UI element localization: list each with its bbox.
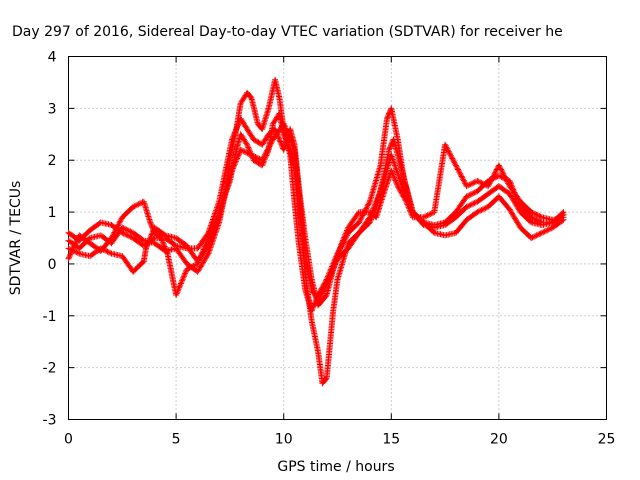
series-trace-b	[65, 110, 567, 387]
plus-markers	[65, 76, 567, 314]
y-tick-label: 3	[48, 101, 57, 117]
chart-title: Day 297 of 2016, Sidereal Day-to-day VTE…	[12, 24, 563, 40]
x-tick-label: 5	[172, 432, 181, 448]
y-axis-label: SDTVAR / TECUs	[8, 181, 24, 296]
x-tick-label: 0	[64, 432, 73, 448]
x-tick-label: 20	[490, 432, 508, 448]
y-tick-label: -1	[43, 309, 57, 325]
data-series	[65, 76, 567, 387]
y-tick-label: -3	[43, 413, 57, 429]
series-trace-a	[65, 76, 567, 314]
y-tick-label: -2	[43, 361, 57, 377]
plus-markers	[65, 120, 567, 304]
plus-markers	[65, 110, 567, 387]
y-tick-label: 1	[48, 205, 57, 221]
axis-ticks: 0 5 10 15 20 25 -3 -2 -1 0 1 2 3 4	[43, 50, 616, 448]
series-trace-d	[65, 120, 567, 304]
x-tick-label: 25	[598, 432, 616, 448]
x-tick-label: 15	[382, 432, 400, 448]
y-tick-label: 4	[48, 50, 57, 66]
x-tick-label: 10	[275, 432, 293, 448]
y-tick-label: 2	[48, 153, 57, 169]
y-tick-label: 0	[48, 257, 57, 273]
x-axis-label: GPS time / hours	[277, 459, 394, 475]
